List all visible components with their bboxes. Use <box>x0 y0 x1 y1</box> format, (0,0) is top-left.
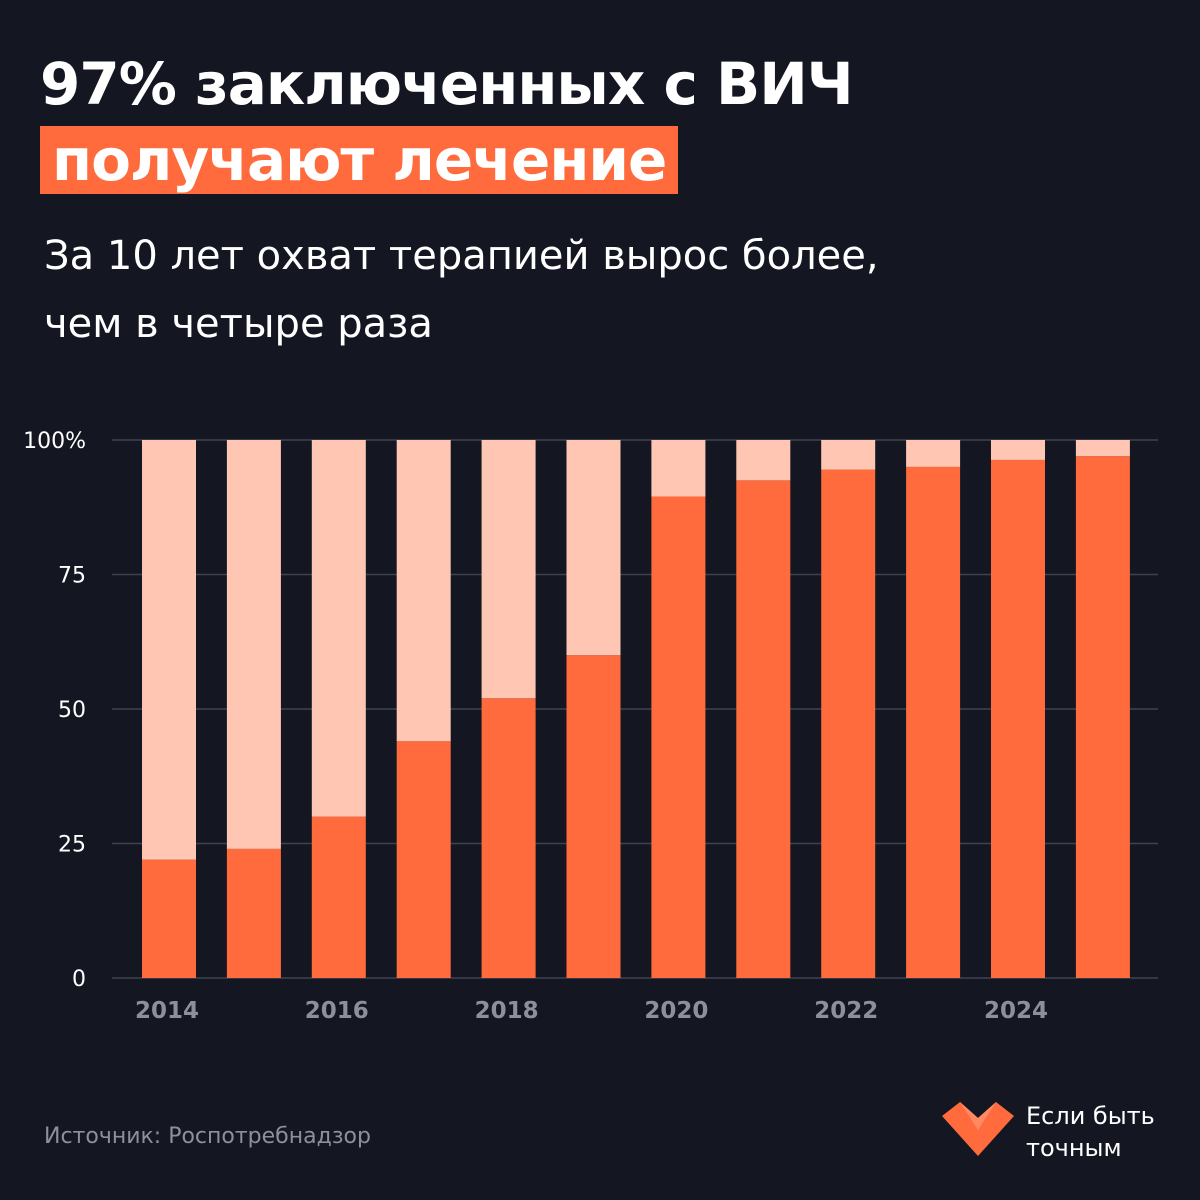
brand-line-1: Если быть <box>1026 1102 1155 1130</box>
y-tick-label: 75 <box>58 564 86 589</box>
y-tick-label: 0 <box>72 967 86 992</box>
x-tick-label: 2020 <box>644 998 708 1024</box>
subtitle-line-2: чем в четыре раза <box>44 301 433 347</box>
y-tick-label: 50 <box>58 698 86 723</box>
x-tick-label: 2024 <box>984 998 1048 1024</box>
bar-remainder <box>821 440 876 470</box>
bar-remainder <box>142 440 196 860</box>
heart-chevron-icon <box>942 1102 1014 1156</box>
bar-treated <box>736 480 791 978</box>
bar-remainder <box>396 440 451 742</box>
x-tick-label: 2016 <box>305 998 369 1024</box>
chart-title: 97% заключенных с ВИЧ получают лечение <box>40 46 1160 198</box>
bar-remainder <box>906 440 961 467</box>
bar-remainder <box>481 440 536 699</box>
bar-treated <box>226 848 281 978</box>
title-main: 97% заключенных с ВИЧ <box>40 50 854 118</box>
bar-treated <box>906 466 961 978</box>
bar-treated <box>396 741 451 978</box>
bar-remainder <box>991 440 1045 460</box>
y-tick-label: 25 <box>58 833 86 858</box>
bar-treated <box>311 816 366 978</box>
brand-line-2: точным <box>1026 1134 1122 1162</box>
subtitle-line-1: За 10 лет охват терапией вырос более, <box>44 233 879 279</box>
x-tick-label: 2022 <box>814 998 878 1024</box>
bar-treated <box>566 655 621 978</box>
bar-remainder <box>566 440 621 656</box>
bar-remainder <box>736 440 791 481</box>
bar-remainder <box>1075 440 1130 457</box>
chart-subtitle: За 10 лет охват терапией вырос более, че… <box>44 222 1144 358</box>
x-tick-label: 2014 <box>135 998 199 1024</box>
x-tick-label: 2018 <box>475 998 539 1024</box>
bar-remainder <box>226 440 281 849</box>
bar-remainder <box>311 440 366 817</box>
bar-treated <box>481 698 536 978</box>
title-highlight: получают лечение <box>40 126 679 194</box>
bar-treated <box>821 469 876 978</box>
bar-treated <box>142 859 196 978</box>
source-note: Источник: Роспотребнадзор <box>44 1124 371 1149</box>
bar-treated <box>651 496 706 978</box>
bar-treated <box>991 459 1045 978</box>
brand-name: Если быть точным <box>1026 1100 1155 1164</box>
bar-remainder <box>651 440 706 497</box>
y-tick-label: 100% <box>23 429 86 454</box>
bar-treated <box>1075 456 1130 978</box>
